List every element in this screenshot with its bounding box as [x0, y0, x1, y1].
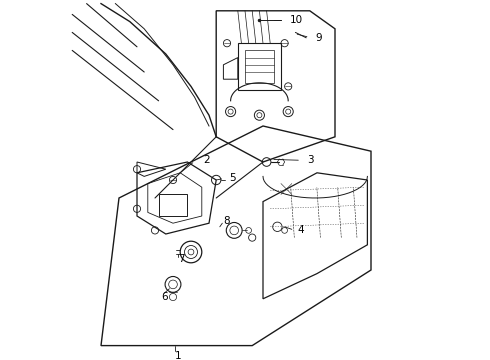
Text: 4: 4 [297, 225, 304, 235]
Text: 1: 1 [175, 351, 181, 360]
Text: 3: 3 [307, 155, 314, 165]
Text: 5: 5 [229, 173, 235, 183]
Text: 10: 10 [290, 15, 303, 25]
Text: 6: 6 [162, 292, 168, 302]
Text: 7: 7 [178, 254, 185, 264]
Text: 9: 9 [315, 33, 322, 43]
Text: 2: 2 [204, 155, 210, 165]
Text: 8: 8 [223, 216, 230, 226]
